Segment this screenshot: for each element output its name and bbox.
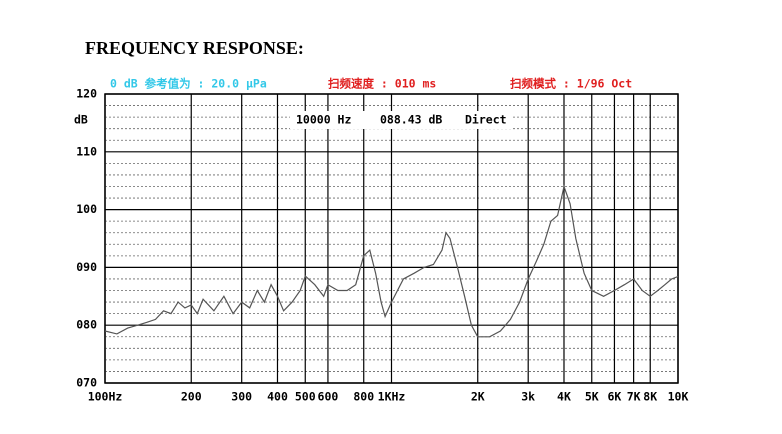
readout-box <box>290 111 512 129</box>
y-tick-label: 070 <box>76 376 97 390</box>
readout-text: 10000 Hz <box>296 113 351 127</box>
x-tick-label: 300 <box>231 390 252 404</box>
x-tick-label: 8K <box>643 390 657 404</box>
x-tick-label: 1KHz <box>378 390 406 404</box>
x-tick-label: 600 <box>318 390 339 404</box>
x-tick-label: 400 <box>267 390 288 404</box>
reference-label: 0 dB 参考值为 : 20.0 μPa <box>110 77 267 91</box>
sweep-mode: 扫频模式 : 1/96 Oct <box>510 77 632 91</box>
readout-text: 088.43 dB <box>380 113 442 127</box>
x-tick-label: 7K <box>627 390 641 404</box>
x-tick-label: 200 <box>181 390 202 404</box>
y-tick-label: 120 <box>76 87 97 101</box>
x-tick-label: 6K <box>608 390 622 404</box>
y-tick-label: 110 <box>76 144 97 158</box>
sweep-speed: 扫频速度 : 010 ms <box>328 77 436 91</box>
x-tick-label: 500 <box>295 390 316 404</box>
x-tick-label: 5K <box>585 390 599 404</box>
x-tick-label: 2K <box>471 390 485 404</box>
y-tick-label: 100 <box>76 202 97 216</box>
x-tick-label: 10K <box>668 390 689 404</box>
readout-text: Direct <box>465 113 507 127</box>
response-line <box>104 184 679 338</box>
y-axis-label: dB <box>74 113 88 127</box>
x-tick-label: 3k <box>521 390 535 404</box>
x-tick-label: 4K <box>557 390 571 404</box>
y-tick-label: 090 <box>76 260 97 274</box>
y-tick-label: 080 <box>76 318 97 332</box>
x-tick-label: 800 <box>353 390 374 404</box>
x-tick-label: 100Hz <box>88 390 123 404</box>
chart-title: FREQUENCY RESPONSE: <box>85 38 304 58</box>
